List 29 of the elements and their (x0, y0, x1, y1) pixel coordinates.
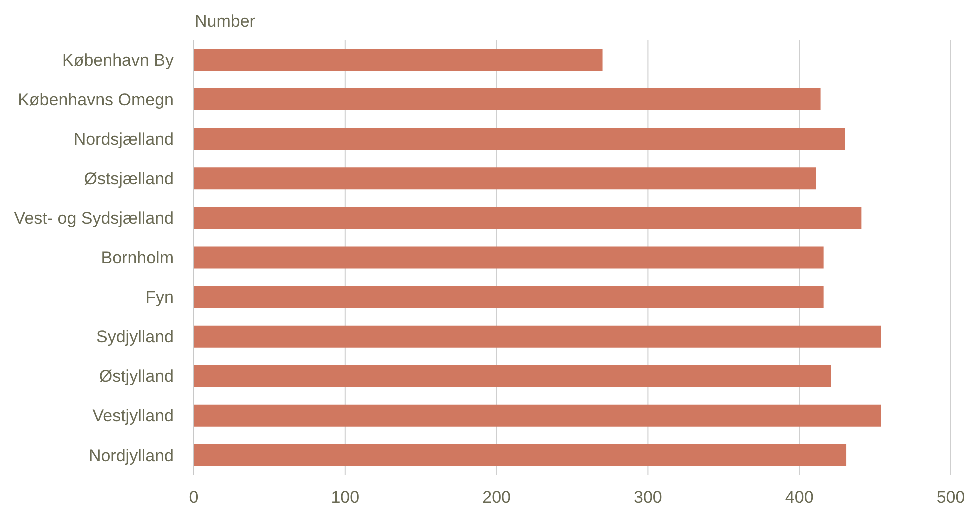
y-tick-label: Østsjælland (84, 169, 174, 188)
y-tick-label: Nordjylland (88, 446, 174, 466)
x-tick-label: 0 (189, 488, 199, 508)
x-tick-label: 500 (936, 488, 966, 508)
x-tick-label: 300 (634, 488, 662, 508)
bar (194, 128, 846, 150)
y-axis-title: Number (195, 12, 256, 32)
y-tick-label: København By (62, 50, 174, 70)
bar (194, 444, 847, 466)
x-tick-label: 200 (482, 488, 511, 508)
y-tick-label: Københavns Omegn (18, 90, 174, 110)
bar (194, 49, 603, 71)
bar (194, 286, 824, 308)
bar (194, 326, 882, 348)
bar (194, 246, 824, 269)
y-tick-label: Nordsjælland (74, 130, 174, 149)
x-tick-label: 100 (331, 488, 360, 508)
bar (194, 168, 816, 190)
bar (194, 88, 821, 111)
y-tick-label: Bornholm (101, 248, 174, 268)
y-tick-label: Østjylland (99, 367, 174, 386)
bar (194, 207, 862, 230)
bar (194, 404, 882, 427)
y-tick-label: Vestjylland (92, 406, 174, 426)
x-tick-label: 400 (785, 488, 814, 508)
bar (194, 365, 832, 388)
y-tick-label: Fyn (146, 288, 174, 308)
y-tick-label: Sydjylland (96, 328, 174, 347)
y-tick-label: Vest- og Sydsjælland (14, 208, 174, 228)
